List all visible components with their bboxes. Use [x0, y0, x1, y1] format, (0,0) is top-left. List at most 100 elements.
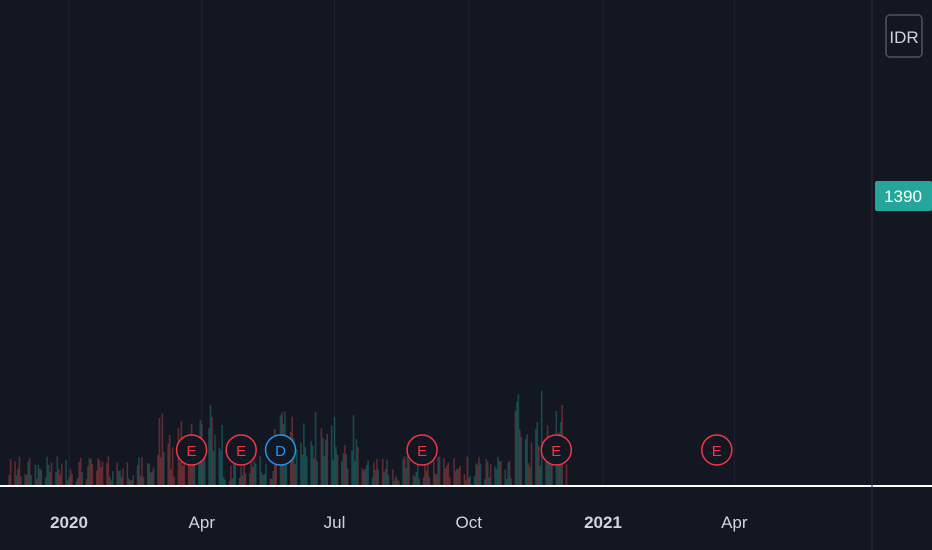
volume-bar	[489, 464, 492, 486]
volume-bar	[295, 449, 298, 486]
volume-bar	[168, 434, 171, 486]
volume-bar	[412, 474, 415, 486]
volume-bar	[68, 477, 70, 486]
volume-bar	[214, 434, 216, 486]
currency-button[interactable]: IDR	[885, 14, 923, 58]
volume-bar	[397, 480, 400, 486]
volume-bar	[151, 471, 153, 486]
volume-bar	[320, 428, 323, 486]
volume-bar	[55, 472, 57, 486]
volume-bar	[505, 478, 508, 486]
volume-bar	[494, 466, 496, 486]
volume-bar	[565, 464, 568, 486]
volume-bar	[466, 456, 469, 486]
volume-bar	[539, 465, 542, 486]
volume-bar	[57, 469, 60, 486]
volume-bar	[416, 460, 419, 486]
volume-bar	[434, 473, 437, 486]
volume-bar	[132, 475, 134, 486]
volume-bar	[117, 471, 120, 486]
volume-bar	[271, 479, 273, 486]
volume-bar	[364, 469, 366, 486]
volume-bar	[224, 479, 226, 486]
earnings-event-marker[interactable]: E	[225, 434, 257, 466]
volume-bar	[336, 454, 339, 486]
volume-bar	[208, 428, 210, 486]
volume-bar	[294, 464, 296, 486]
volume-bar	[535, 428, 537, 486]
volume-bar	[335, 446, 337, 486]
event-label: E	[187, 443, 197, 460]
volume-bar	[149, 472, 152, 486]
volume-bar	[95, 470, 98, 486]
volume-bar	[500, 461, 502, 486]
volume-bar	[218, 447, 221, 486]
last-price-label: 1390	[884, 187, 922, 206]
volume-bar	[211, 416, 213, 486]
volume-bar	[357, 446, 359, 486]
grid-lines	[68, 0, 735, 486]
volume-bar	[28, 457, 31, 486]
volume-bar	[122, 468, 124, 486]
volume-bar	[367, 460, 369, 486]
volume-bar	[530, 442, 533, 486]
volume-bar	[269, 478, 272, 486]
volume-bar	[254, 463, 257, 486]
volume-bar	[524, 438, 527, 486]
volume-bar	[24, 473, 27, 486]
volume-bar	[393, 480, 396, 486]
volume-bar	[415, 472, 418, 486]
event-label: E	[551, 443, 561, 460]
dividend-event-marker[interactable]: D	[264, 434, 297, 466]
volume-bar	[163, 451, 165, 486]
volume-bar	[306, 456, 308, 486]
volume-bar	[25, 475, 28, 486]
volume-bar	[87, 465, 89, 486]
volume-bar	[386, 459, 388, 486]
volume-bar	[228, 480, 231, 486]
volume-bar	[285, 446, 288, 486]
volume-bar	[395, 476, 397, 486]
volume-bar	[170, 469, 172, 486]
volume-bar	[374, 470, 377, 486]
volume-bar	[65, 460, 67, 486]
volume-bar	[504, 469, 507, 486]
volume-bar	[260, 471, 263, 486]
volume-bar	[432, 460, 435, 486]
volume-bar	[230, 465, 232, 486]
volume-bar	[392, 469, 394, 486]
volume-bar	[406, 456, 409, 486]
volume-bar	[212, 451, 215, 486]
earnings-event-marker[interactable]: E	[406, 434, 438, 466]
volume-bar	[438, 456, 441, 486]
volume-bar	[129, 480, 132, 486]
volume-bar	[69, 468, 72, 486]
x-tick-label: Oct	[456, 513, 483, 532]
earnings-event-marker[interactable]: E	[701, 434, 733, 466]
volume-bar	[81, 472, 83, 486]
volume-bar	[446, 465, 448, 486]
volume-bar	[405, 467, 407, 486]
volume-bar	[435, 474, 438, 486]
volume-bar	[548, 459, 550, 486]
volume-bar	[91, 464, 94, 486]
earnings-event-marker[interactable]: E	[175, 434, 208, 466]
earnings-event-marker[interactable]: E	[540, 434, 573, 466]
volume-bar	[310, 441, 312, 486]
event-circle	[701, 434, 733, 466]
volume-bar	[142, 477, 145, 486]
volume-bar	[202, 453, 205, 486]
volume-bar	[272, 470, 275, 486]
volume-bar	[46, 456, 48, 486]
volume-bar	[326, 433, 329, 486]
volume-bar	[447, 462, 450, 486]
volume-bar	[47, 464, 50, 486]
volume-bar	[219, 450, 222, 486]
volume-bar	[469, 476, 472, 486]
volume-bar	[30, 475, 32, 486]
volume-bar	[44, 477, 47, 486]
volume-bar	[262, 474, 264, 486]
last-price-badge: 1390	[875, 181, 932, 211]
